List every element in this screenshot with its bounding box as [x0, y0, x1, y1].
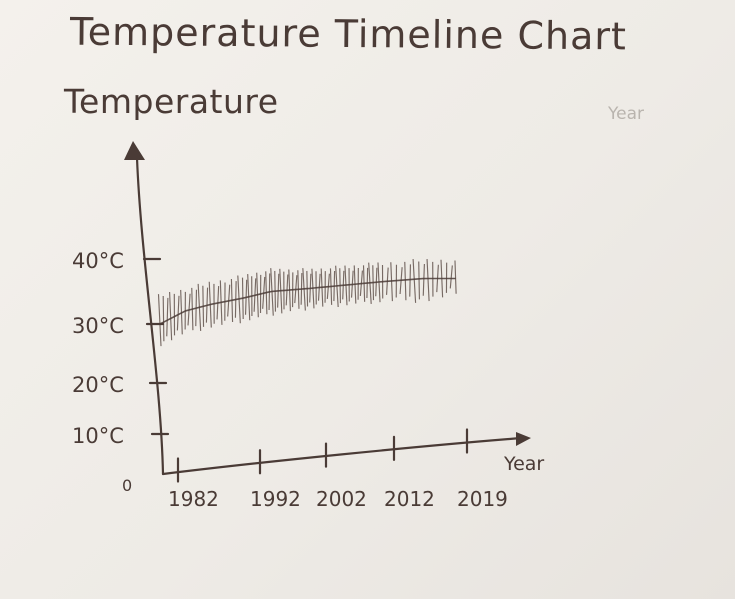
y-axis-title: Temperature — [64, 82, 279, 121]
y-tick-label: 20°C — [72, 373, 124, 397]
hatch-stroke — [426, 259, 430, 302]
x-tick-label: 2002 — [316, 487, 367, 511]
hatch-stroke — [422, 264, 425, 296]
x-tick-label: 2019 — [457, 487, 508, 511]
x-axis-line — [161, 436, 524, 476]
hatch-stroke — [404, 261, 407, 301]
faint-year-label: Year — [608, 104, 644, 124]
x-ticks: 1982 1992 2002 2012 2019 — [168, 428, 508, 511]
y-axis-line — [135, 156, 165, 476]
hatch-stroke — [449, 265, 453, 289]
origin-label: 0 — [122, 476, 132, 495]
x-tick-label: 1982 — [168, 487, 219, 511]
x-axis-arrowhead — [516, 432, 531, 446]
x-axis-title: Year — [503, 453, 544, 475]
hatch-stroke — [169, 291, 173, 341]
hatch-stroke — [418, 261, 420, 300]
hatch-stroke — [157, 294, 162, 347]
y-tick-label: 40°C — [72, 249, 124, 273]
hatch-stroke — [409, 264, 412, 297]
x-tick-label: 1992 — [250, 487, 301, 511]
series-trend-line — [159, 277, 456, 325]
hatch-band — [157, 259, 457, 347]
hatch-stroke — [176, 295, 180, 331]
x-tick-label: 2012 — [384, 487, 435, 511]
y-tick-label: 10°C — [72, 424, 124, 448]
y-tick-label: 30°C — [72, 314, 124, 338]
hatch-stroke — [162, 295, 165, 342]
hatch-stroke — [166, 297, 169, 337]
y-ticks: 10°C 20°C 30°C 40°C — [72, 249, 170, 448]
hatch-stroke — [454, 260, 457, 294]
hatch-stroke — [412, 259, 417, 303]
y-axis-arrowhead — [124, 141, 145, 160]
